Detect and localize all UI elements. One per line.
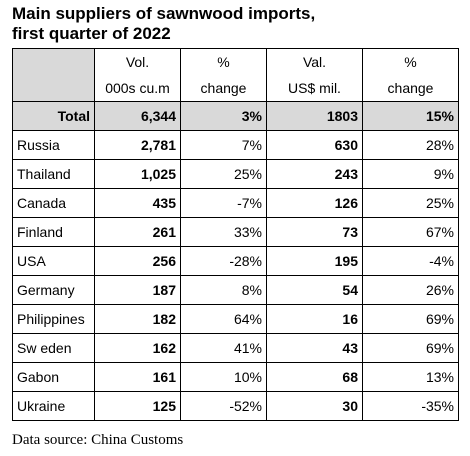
- vol-cell: 162: [94, 333, 181, 363]
- vol-change-cell: 33%: [180, 217, 267, 247]
- vol-cell: 261: [94, 217, 181, 247]
- vol-change-cell: -52%: [180, 391, 267, 421]
- table-row: Gabon 161 10% 68 13%: [12, 362, 459, 392]
- header-blank: [12, 48, 95, 75]
- table-row: Thailand 1,025 25% 243 9%: [12, 159, 459, 189]
- val-change-cell: -4%: [362, 246, 459, 276]
- val-cell: 68: [266, 362, 363, 392]
- country-cell: Canada: [12, 188, 95, 218]
- val-change-cell: 69%: [362, 304, 459, 334]
- val-cell: 54: [266, 275, 363, 305]
- val-change-cell: -35%: [362, 391, 459, 421]
- vol-change-cell: 7%: [180, 130, 267, 160]
- val-cell: 195: [266, 246, 363, 276]
- header-vol: Vol.: [94, 48, 181, 75]
- header-blank-2: [12, 75, 95, 102]
- header-row-1: Vol. % Val. %: [12, 48, 459, 75]
- vol-cell: 435: [94, 188, 181, 218]
- table-row: Sw eden 162 41% 43 69%: [12, 333, 459, 363]
- total-val-change: 15%: [362, 101, 459, 131]
- vol-cell: 2,781: [94, 130, 181, 160]
- data-source: Data source: China Customs: [12, 432, 184, 448]
- table-row: Canada 435 -7% 126 25%: [12, 188, 459, 218]
- val-change-cell: 67%: [362, 217, 459, 247]
- suppliers-table: Vol. % Val. % 000s cu.m change US$ mil. …: [12, 48, 459, 421]
- val-change-cell: 25%: [362, 188, 459, 218]
- header-vol-unit: 000s cu.m: [94, 75, 181, 102]
- country-cell: Gabon: [12, 362, 95, 392]
- table-row: USA 256 -28% 195 -4%: [12, 246, 459, 276]
- vol-cell: 1,025: [94, 159, 181, 189]
- vol-change-cell: 10%: [180, 362, 267, 392]
- vol-change-cell: 64%: [180, 304, 267, 334]
- country-cell: Thailand: [12, 159, 95, 189]
- country-cell: Philippines: [12, 304, 95, 334]
- title-line-2: first quarter of 2022: [12, 24, 171, 43]
- val-cell: 630: [266, 130, 363, 160]
- val-change-cell: 13%: [362, 362, 459, 392]
- vol-cell: 161: [94, 362, 181, 392]
- vol-cell: 256: [94, 246, 181, 276]
- table-row: Russia 2,781 7% 630 28%: [12, 130, 459, 160]
- vol-cell: 182: [94, 304, 181, 334]
- vol-change-cell: -7%: [180, 188, 267, 218]
- vol-change-cell: 41%: [180, 333, 267, 363]
- header-val-change: %: [362, 48, 459, 75]
- header-val-unit: US$ mil.: [266, 75, 363, 102]
- val-cell: 16: [266, 304, 363, 334]
- val-change-cell: 26%: [362, 275, 459, 305]
- table-row: Finland 261 33% 73 67%: [12, 217, 459, 247]
- val-cell: 126: [266, 188, 363, 218]
- header-val-change-unit: change: [362, 75, 459, 102]
- val-cell: 30: [266, 391, 363, 421]
- vol-change-cell: 25%: [180, 159, 267, 189]
- val-cell: 73: [266, 217, 363, 247]
- country-cell: USA: [12, 246, 95, 276]
- total-row: Total 6,344 3% 1803 15%: [12, 101, 459, 131]
- title-line-1: Main suppliers of sawnwood imports,: [12, 4, 316, 23]
- header-row-2: 000s cu.m change US$ mil. change: [12, 75, 459, 102]
- val-change-cell: 28%: [362, 130, 459, 160]
- country-cell: Russia: [12, 130, 95, 160]
- header-vol-change-unit: change: [180, 75, 267, 102]
- country-cell: Sw eden: [12, 333, 95, 363]
- val-change-cell: 69%: [362, 333, 459, 363]
- country-cell: Ukraine: [12, 391, 95, 421]
- header-val: Val.: [266, 48, 363, 75]
- table-row: Philippines 182 64% 16 69%: [12, 304, 459, 334]
- table-title: Main suppliers of sawnwood imports, firs…: [12, 4, 315, 44]
- table-row: Ukraine 125 -52% 30 -35%: [12, 391, 459, 421]
- country-cell: Finland: [12, 217, 95, 247]
- country-cell: Germany: [12, 275, 95, 305]
- total-label: Total: [12, 101, 95, 131]
- vol-cell: 125: [94, 391, 181, 421]
- val-change-cell: 9%: [362, 159, 459, 189]
- total-vol: 6,344: [94, 101, 181, 131]
- val-cell: 43: [266, 333, 363, 363]
- header-vol-change: %: [180, 48, 267, 75]
- total-vol-change: 3%: [180, 101, 267, 131]
- vol-cell: 187: [94, 275, 181, 305]
- vol-change-cell: -28%: [180, 246, 267, 276]
- vol-change-cell: 8%: [180, 275, 267, 305]
- table-row: Germany 187 8% 54 26%: [12, 275, 459, 305]
- val-cell: 243: [266, 159, 363, 189]
- total-val: 1803: [266, 101, 363, 131]
